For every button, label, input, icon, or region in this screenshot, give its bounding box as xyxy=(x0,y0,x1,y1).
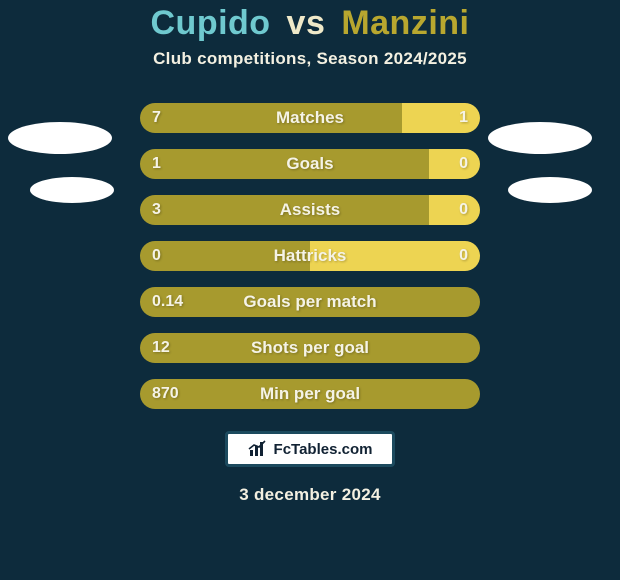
stat-value-right: 0 xyxy=(459,195,468,225)
stat-row: 30Assists xyxy=(140,195,480,225)
stat-bar-left xyxy=(140,287,480,317)
stat-bar-left xyxy=(140,333,480,363)
stat-row: 00Hattricks xyxy=(140,241,480,271)
stat-bar-left xyxy=(140,103,402,133)
stat-row: 0.14Goals per match xyxy=(140,287,480,317)
stat-row: 71Matches xyxy=(140,103,480,133)
brand-text: FcTables.com xyxy=(274,441,373,458)
stat-value-left: 1 xyxy=(152,149,161,179)
stat-value-right: 0 xyxy=(459,241,468,271)
stat-value-right: 0 xyxy=(459,149,468,179)
stat-row: 12Shots per goal xyxy=(140,333,480,363)
stat-bar-left xyxy=(140,241,310,271)
stat-bar-left xyxy=(140,195,429,225)
stat-bar-right xyxy=(429,149,480,179)
stat-bar-right xyxy=(402,103,480,133)
stat-bar-left xyxy=(140,379,480,409)
comparison-card: Cupido vs Manzini Club competitions, Sea… xyxy=(0,0,620,580)
stat-value-left: 0.14 xyxy=(152,287,183,317)
stat-value-left: 0 xyxy=(152,241,161,271)
stat-value-right: 1 xyxy=(459,103,468,133)
stat-bar-left xyxy=(140,149,429,179)
stat-row: 10Goals xyxy=(140,149,480,179)
footer-date: 3 december 2024 xyxy=(0,485,620,505)
stat-value-left: 870 xyxy=(152,379,179,409)
stat-bar-right xyxy=(310,241,480,271)
stat-value-left: 12 xyxy=(152,333,170,363)
stat-value-left: 3 xyxy=(152,195,161,225)
player1-name: Cupido xyxy=(151,4,271,42)
player2-name: Manzini xyxy=(341,4,469,42)
subtitle: Club competitions, Season 2024/2025 xyxy=(0,49,620,69)
stat-bar-right xyxy=(429,195,480,225)
title-vs: vs xyxy=(287,4,326,42)
stats-rows: 71Matches10Goals30Assists00Hattricks0.14… xyxy=(0,103,620,409)
brand-badge[interactable]: FcTables.com xyxy=(225,431,395,467)
bar-chart-icon xyxy=(248,440,270,458)
stat-value-left: 7 xyxy=(152,103,161,133)
page-title: Cupido vs Manzini xyxy=(0,4,620,43)
stat-row: 870Min per goal xyxy=(140,379,480,409)
